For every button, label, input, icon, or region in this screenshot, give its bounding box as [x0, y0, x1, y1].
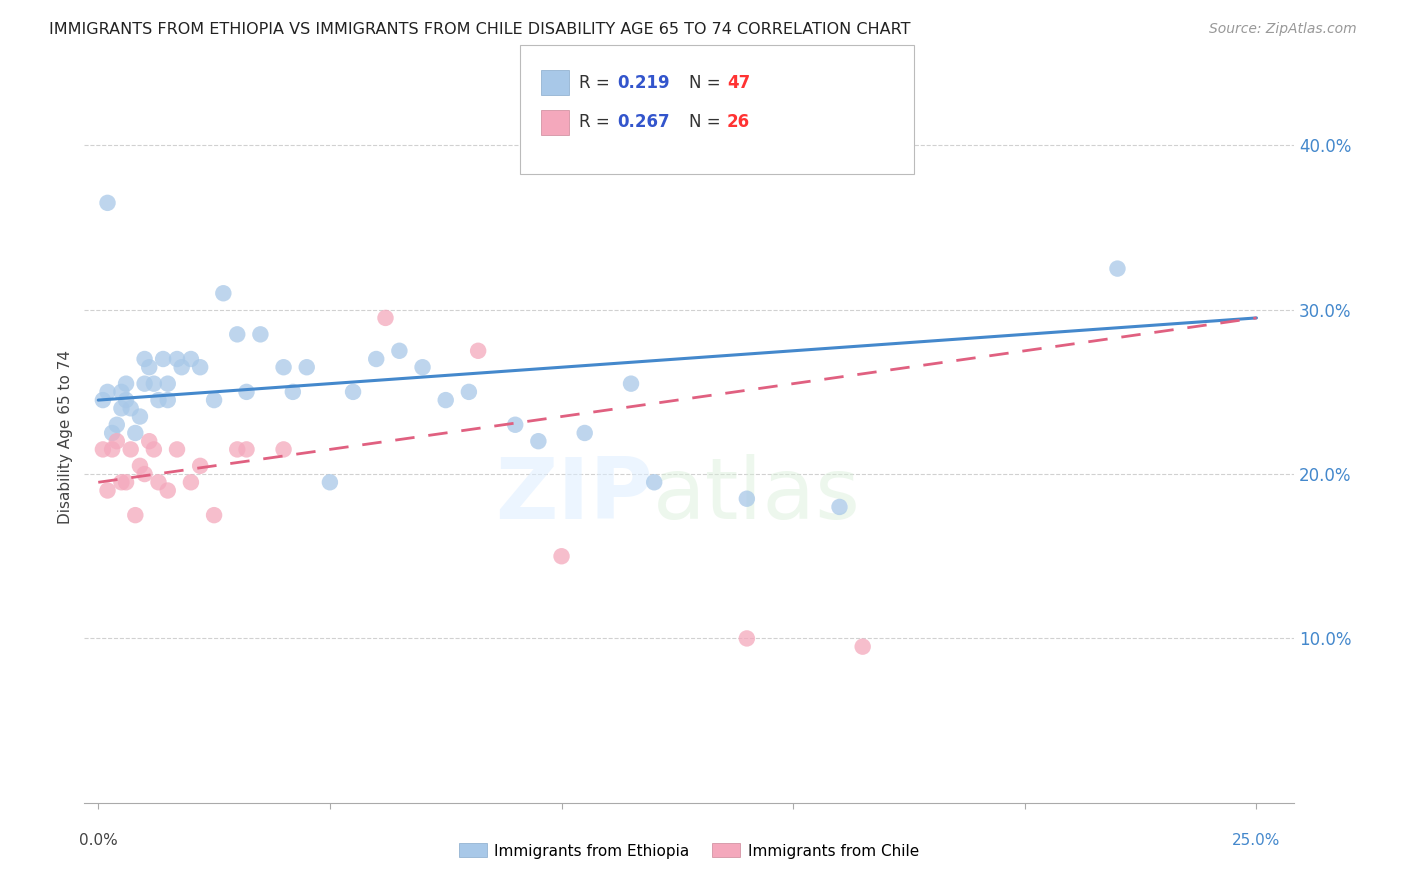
Point: [226, 327, 249, 342]
Text: R =: R =: [579, 113, 616, 131]
Point: [503, 417, 526, 432]
Text: N =: N =: [689, 113, 725, 131]
Point: [96, 195, 118, 210]
Point: [156, 393, 179, 408]
Point: [574, 425, 596, 440]
Point: [202, 508, 225, 523]
Point: [96, 483, 118, 498]
Point: [188, 360, 211, 375]
Y-axis label: Disability Age 65 to 74: Disability Age 65 to 74: [58, 350, 73, 524]
Point: [527, 434, 550, 449]
Point: [166, 442, 188, 457]
Point: [110, 384, 132, 399]
Point: [166, 351, 188, 366]
Point: [457, 384, 479, 399]
Point: [202, 393, 225, 408]
Point: [91, 393, 114, 408]
Point: [142, 442, 165, 457]
Point: [735, 491, 758, 506]
Point: [138, 434, 160, 449]
Point: [129, 409, 152, 424]
Point: [134, 376, 156, 391]
Text: N =: N =: [689, 74, 725, 92]
Point: [188, 458, 211, 473]
Point: [142, 376, 165, 391]
Point: [434, 393, 457, 408]
Point: [152, 351, 174, 366]
Point: [852, 640, 875, 654]
Point: [134, 467, 156, 481]
Point: [105, 417, 128, 432]
Point: [295, 360, 318, 375]
Point: [115, 393, 138, 408]
Point: [212, 286, 235, 301]
Point: [226, 442, 249, 457]
Point: [620, 376, 643, 391]
Point: [124, 508, 146, 523]
Text: ZIP: ZIP: [495, 454, 652, 537]
Text: atlas: atlas: [652, 454, 860, 537]
Point: [467, 343, 489, 358]
Point: [828, 500, 851, 514]
Point: [735, 632, 758, 646]
Point: [110, 401, 132, 416]
Point: [374, 310, 396, 325]
Point: [235, 384, 257, 399]
Point: [115, 376, 138, 391]
Point: [281, 384, 304, 399]
Point: [180, 351, 202, 366]
Text: 26: 26: [727, 113, 749, 131]
Point: [235, 442, 257, 457]
Legend: Immigrants from Ethiopia, Immigrants from Chile: Immigrants from Ethiopia, Immigrants fro…: [453, 838, 925, 864]
Point: [105, 434, 128, 449]
Point: [96, 384, 118, 399]
Point: [273, 360, 295, 375]
Text: 25.0%: 25.0%: [1232, 833, 1281, 848]
Point: [115, 475, 138, 490]
Point: [101, 442, 124, 457]
Text: 0.267: 0.267: [617, 113, 669, 131]
Point: [170, 360, 193, 375]
Point: [319, 475, 342, 490]
Point: [249, 327, 271, 342]
Point: [156, 376, 179, 391]
Text: Source: ZipAtlas.com: Source: ZipAtlas.com: [1209, 22, 1357, 37]
Point: [120, 401, 142, 416]
Text: 0.219: 0.219: [617, 74, 669, 92]
Point: [110, 475, 132, 490]
Point: [156, 483, 179, 498]
Point: [412, 360, 434, 375]
Point: [138, 360, 160, 375]
Point: [388, 343, 411, 358]
Point: [1107, 261, 1129, 276]
Text: 47: 47: [727, 74, 751, 92]
Point: [148, 475, 170, 490]
Point: [120, 442, 142, 457]
Point: [91, 442, 114, 457]
Point: [101, 425, 124, 440]
Point: [180, 475, 202, 490]
Text: 0.0%: 0.0%: [79, 833, 118, 848]
Point: [366, 351, 388, 366]
Point: [124, 425, 146, 440]
Point: [342, 384, 364, 399]
Point: [550, 549, 572, 564]
Text: R =: R =: [579, 74, 616, 92]
Text: IMMIGRANTS FROM ETHIOPIA VS IMMIGRANTS FROM CHILE DISABILITY AGE 65 TO 74 CORREL: IMMIGRANTS FROM ETHIOPIA VS IMMIGRANTS F…: [49, 22, 911, 37]
Point: [148, 393, 170, 408]
Point: [134, 351, 156, 366]
Point: [273, 442, 295, 457]
Point: [643, 475, 665, 490]
Point: [129, 458, 152, 473]
